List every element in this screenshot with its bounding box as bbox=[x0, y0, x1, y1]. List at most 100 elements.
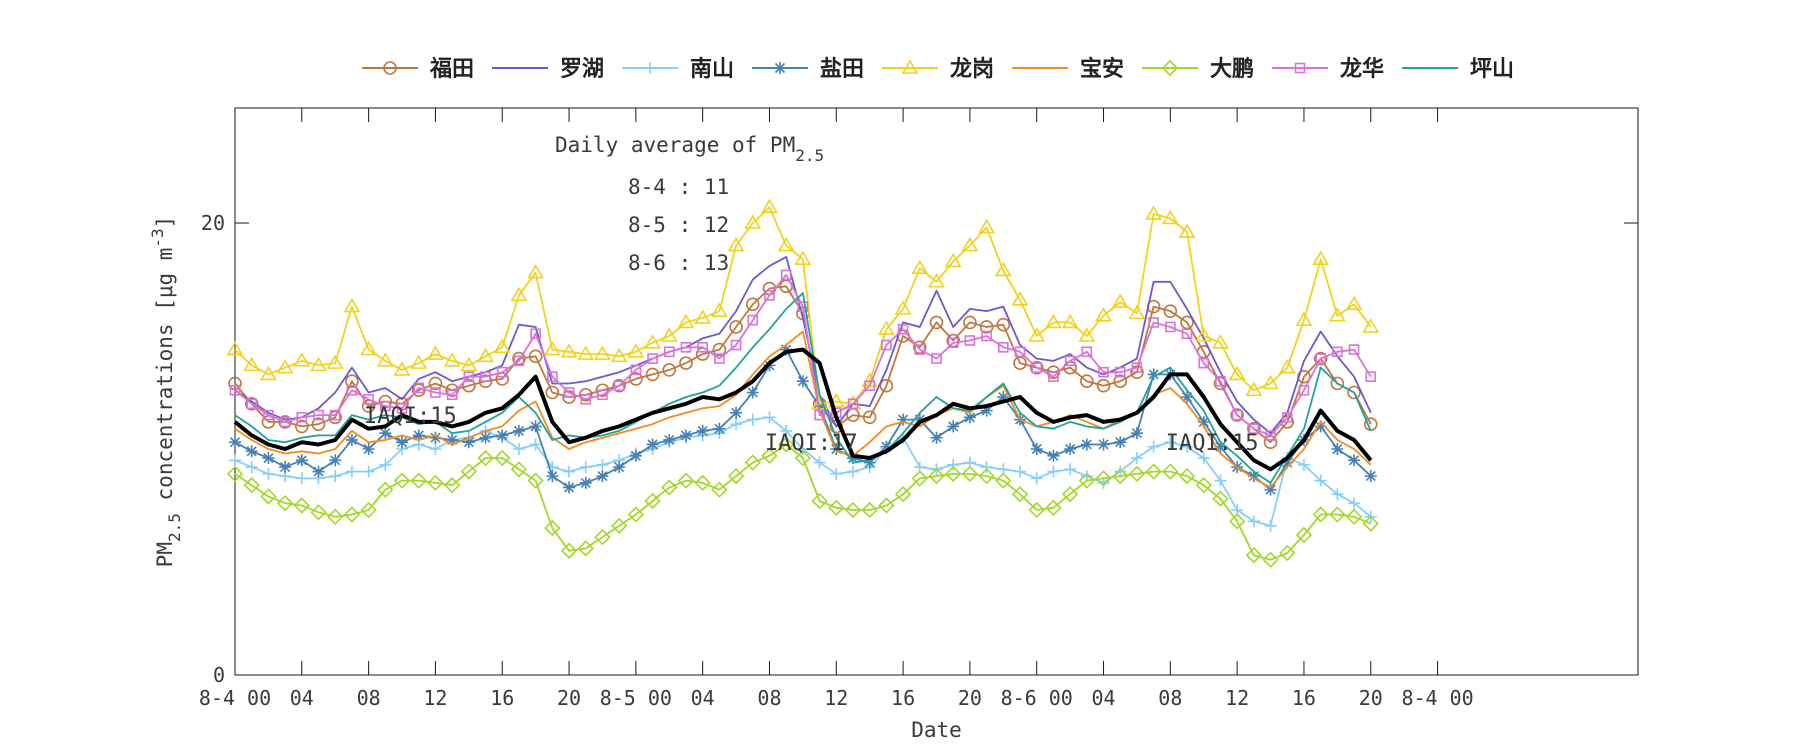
data-point bbox=[229, 384, 241, 396]
data-point bbox=[396, 436, 409, 449]
data-point bbox=[428, 376, 443, 391]
data-point bbox=[1348, 454, 1361, 467]
data-point bbox=[229, 436, 241, 449]
y-tick-label: 20 bbox=[201, 211, 225, 235]
data-point bbox=[978, 218, 995, 234]
data-point bbox=[528, 349, 543, 364]
data-point bbox=[393, 361, 411, 376]
data-point bbox=[577, 540, 594, 557]
data-point bbox=[1181, 328, 1193, 340]
data-point bbox=[746, 413, 759, 426]
data-point bbox=[496, 429, 509, 442]
data-point bbox=[527, 472, 544, 489]
data-point bbox=[945, 465, 962, 482]
data-point bbox=[679, 429, 692, 442]
legend-label: 龙岗 bbox=[950, 57, 994, 82]
data-point bbox=[345, 433, 358, 446]
series-line-7 bbox=[234, 443, 1372, 561]
data-point bbox=[1197, 415, 1210, 428]
legend-item: 坪山 bbox=[1402, 57, 1514, 82]
data-point bbox=[645, 367, 660, 382]
legend-marker bbox=[1161, 59, 1179, 77]
data-point bbox=[544, 519, 561, 537]
data-point bbox=[1281, 456, 1294, 469]
data-point bbox=[563, 481, 576, 494]
data-point bbox=[796, 443, 809, 455]
data-point bbox=[680, 341, 692, 353]
data-point bbox=[244, 396, 259, 411]
data-point bbox=[627, 506, 644, 523]
data-point bbox=[978, 467, 995, 485]
data-point bbox=[1164, 436, 1177, 449]
data-point bbox=[794, 449, 812, 467]
data-point bbox=[1078, 472, 1095, 489]
data-point bbox=[1331, 488, 1344, 501]
data-point bbox=[1061, 313, 1079, 329]
data-point bbox=[245, 445, 258, 458]
data-point bbox=[1064, 443, 1077, 455]
data-point bbox=[630, 364, 642, 376]
data-point bbox=[778, 436, 795, 453]
data-point bbox=[862, 410, 877, 425]
data-point bbox=[1163, 304, 1178, 318]
data-point bbox=[263, 409, 274, 421]
data-point bbox=[1362, 515, 1379, 532]
data-point bbox=[477, 347, 494, 363]
x-tick-label: 16 bbox=[490, 686, 514, 710]
data-point bbox=[276, 495, 294, 512]
data-point bbox=[1229, 513, 1246, 530]
data-point bbox=[1147, 368, 1160, 381]
data-point bbox=[596, 458, 609, 471]
data-point bbox=[278, 415, 292, 429]
data-point bbox=[928, 467, 945, 485]
data-point bbox=[911, 470, 928, 487]
series-line-5 bbox=[234, 206, 1372, 405]
data-point bbox=[595, 383, 610, 398]
data-point bbox=[696, 424, 709, 437]
data-point bbox=[979, 320, 994, 334]
data-point bbox=[228, 376, 242, 391]
data-point bbox=[1195, 477, 1212, 494]
data-point bbox=[761, 198, 778, 213]
data-point bbox=[563, 387, 575, 398]
data-point bbox=[996, 317, 1011, 332]
data-point bbox=[995, 472, 1012, 489]
data-point bbox=[629, 372, 643, 386]
data-point bbox=[1331, 443, 1344, 455]
data-point bbox=[1178, 467, 1196, 485]
data-point bbox=[1048, 371, 1059, 382]
data-point bbox=[677, 472, 695, 489]
data-point bbox=[846, 465, 859, 478]
data-point bbox=[1348, 344, 1360, 355]
data-point bbox=[1315, 353, 1326, 364]
data-point bbox=[1278, 359, 1296, 374]
data-point bbox=[226, 340, 244, 356]
data-point bbox=[1362, 318, 1380, 333]
data-point bbox=[1313, 351, 1328, 366]
data-point bbox=[1161, 209, 1179, 225]
data-point bbox=[947, 458, 960, 471]
data-point bbox=[510, 461, 528, 478]
annotation-line: 8-4 : 11 bbox=[628, 175, 729, 199]
data-point bbox=[1011, 291, 1029, 306]
data-point bbox=[961, 237, 979, 252]
data-point bbox=[1030, 472, 1043, 485]
data-point bbox=[911, 259, 929, 275]
data-point bbox=[480, 371, 491, 382]
data-point bbox=[663, 346, 675, 358]
data-point bbox=[661, 479, 678, 496]
data-point bbox=[379, 458, 392, 471]
data-point bbox=[777, 237, 795, 252]
data-point bbox=[897, 413, 910, 426]
data-point bbox=[279, 416, 291, 428]
data-point bbox=[796, 375, 809, 388]
data-point bbox=[980, 461, 993, 474]
x-tick-label: 12 bbox=[1225, 686, 1249, 710]
legend-label: 龙华 bbox=[1340, 56, 1384, 82]
data-point bbox=[479, 431, 492, 444]
data-point bbox=[327, 508, 344, 525]
data-point bbox=[1113, 374, 1128, 389]
data-point bbox=[527, 264, 545, 279]
x-tick-label: 8-6 00 bbox=[1001, 686, 1073, 710]
data-point bbox=[697, 341, 708, 353]
